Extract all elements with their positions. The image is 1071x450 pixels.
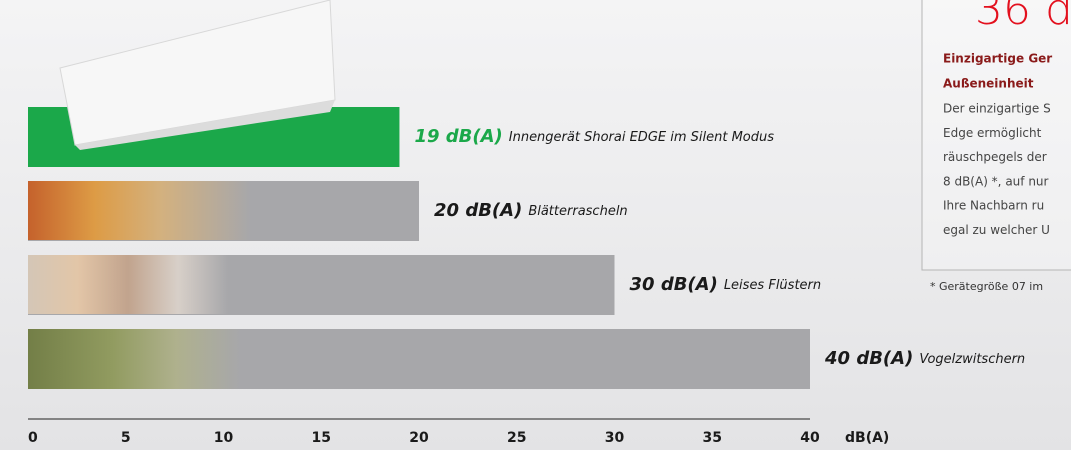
x-tick-label: 5	[121, 430, 131, 446]
bar-label: 40 dB(A) Vogelzwitschern	[824, 348, 1025, 369]
bar-label: 20 dB(A) Blätterrascheln	[434, 200, 628, 221]
x-tick-label: 20	[409, 430, 429, 446]
whisper-image	[28, 255, 228, 314]
info-heading: Einzigartige Ger	[943, 52, 1052, 66]
x-tick-label: 0	[28, 430, 38, 446]
x-tick-label: 35	[703, 430, 722, 446]
bar-label: 30 dB(A) Leises Flüstern	[630, 274, 822, 295]
bird-image	[28, 329, 240, 389]
autumn-leaves-image	[28, 181, 250, 240]
info-big-text: 36 d	[975, 0, 1071, 35]
info-line: Der einzigartige S	[943, 102, 1051, 116]
x-tick-label: 25	[507, 430, 526, 446]
value-label: 19 dB(A)	[414, 126, 502, 147]
info-line: Edge ermöglicht	[943, 126, 1042, 140]
value-label: 40 dB(A)	[824, 348, 913, 369]
info-line: 8 dB(A) *, auf nur	[943, 174, 1049, 188]
x-tick-label: 15	[312, 430, 331, 446]
info-line: räuschpegels der	[943, 150, 1047, 164]
x-axis-label: dB(A)	[845, 430, 889, 446]
bar-label: 19 dB(A) Innengerät Shorai EDGE im Silent…	[414, 126, 774, 147]
value-label: 20 dB(A)	[434, 200, 522, 221]
footnote: * Gerätegröße 07 im	[930, 280, 1043, 293]
x-tick-label: 30	[605, 430, 625, 446]
info-line: Ihre Nachbarn ru	[943, 199, 1044, 213]
chart: 36 d Einzigartige Ger Außeneinheit Der e…	[0, 0, 1071, 450]
value-label: 30 dB(A)	[630, 274, 718, 295]
category-label: Leises Flüstern	[724, 278, 821, 293]
category-label: Blätterrascheln	[528, 204, 627, 219]
info-line: egal zu welcher U	[943, 223, 1050, 237]
category-label: Innengerät Shorai EDGE im Silent Modus	[509, 130, 774, 145]
x-tick-label: 40	[800, 430, 820, 446]
category-label: Vogelzwitschern	[919, 352, 1025, 367]
info-heading: Außeneinheit	[943, 77, 1034, 91]
x-tick-label: 10	[214, 430, 234, 446]
